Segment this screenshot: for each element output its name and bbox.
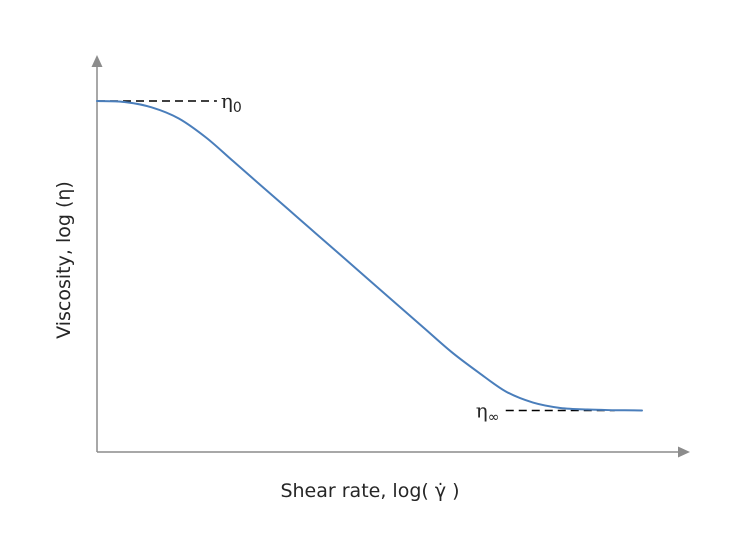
x-axis-arrow: [678, 446, 690, 458]
reference-lines: [97, 100, 615, 412]
x-axis-title: Shear rate, log( γ̇ ): [280, 480, 459, 502]
reference-labels: η0η∞: [221, 89, 500, 426]
axes: [91, 55, 690, 458]
reference-label-0: η0: [221, 89, 242, 116]
series-layer: [96, 100, 643, 412]
y-axis-arrow: [91, 55, 103, 67]
reference-label-subscript-0: 0: [233, 100, 242, 116]
reference-label-symbol-0: η: [221, 89, 233, 113]
series-line-0: [96, 100, 643, 412]
reference-label-1: η∞: [476, 399, 500, 426]
reference-label-symbol-1: η: [476, 399, 488, 423]
reference-label-subscript-1: ∞: [488, 410, 500, 426]
y-axis-title: Viscosity, log (η): [53, 181, 75, 339]
